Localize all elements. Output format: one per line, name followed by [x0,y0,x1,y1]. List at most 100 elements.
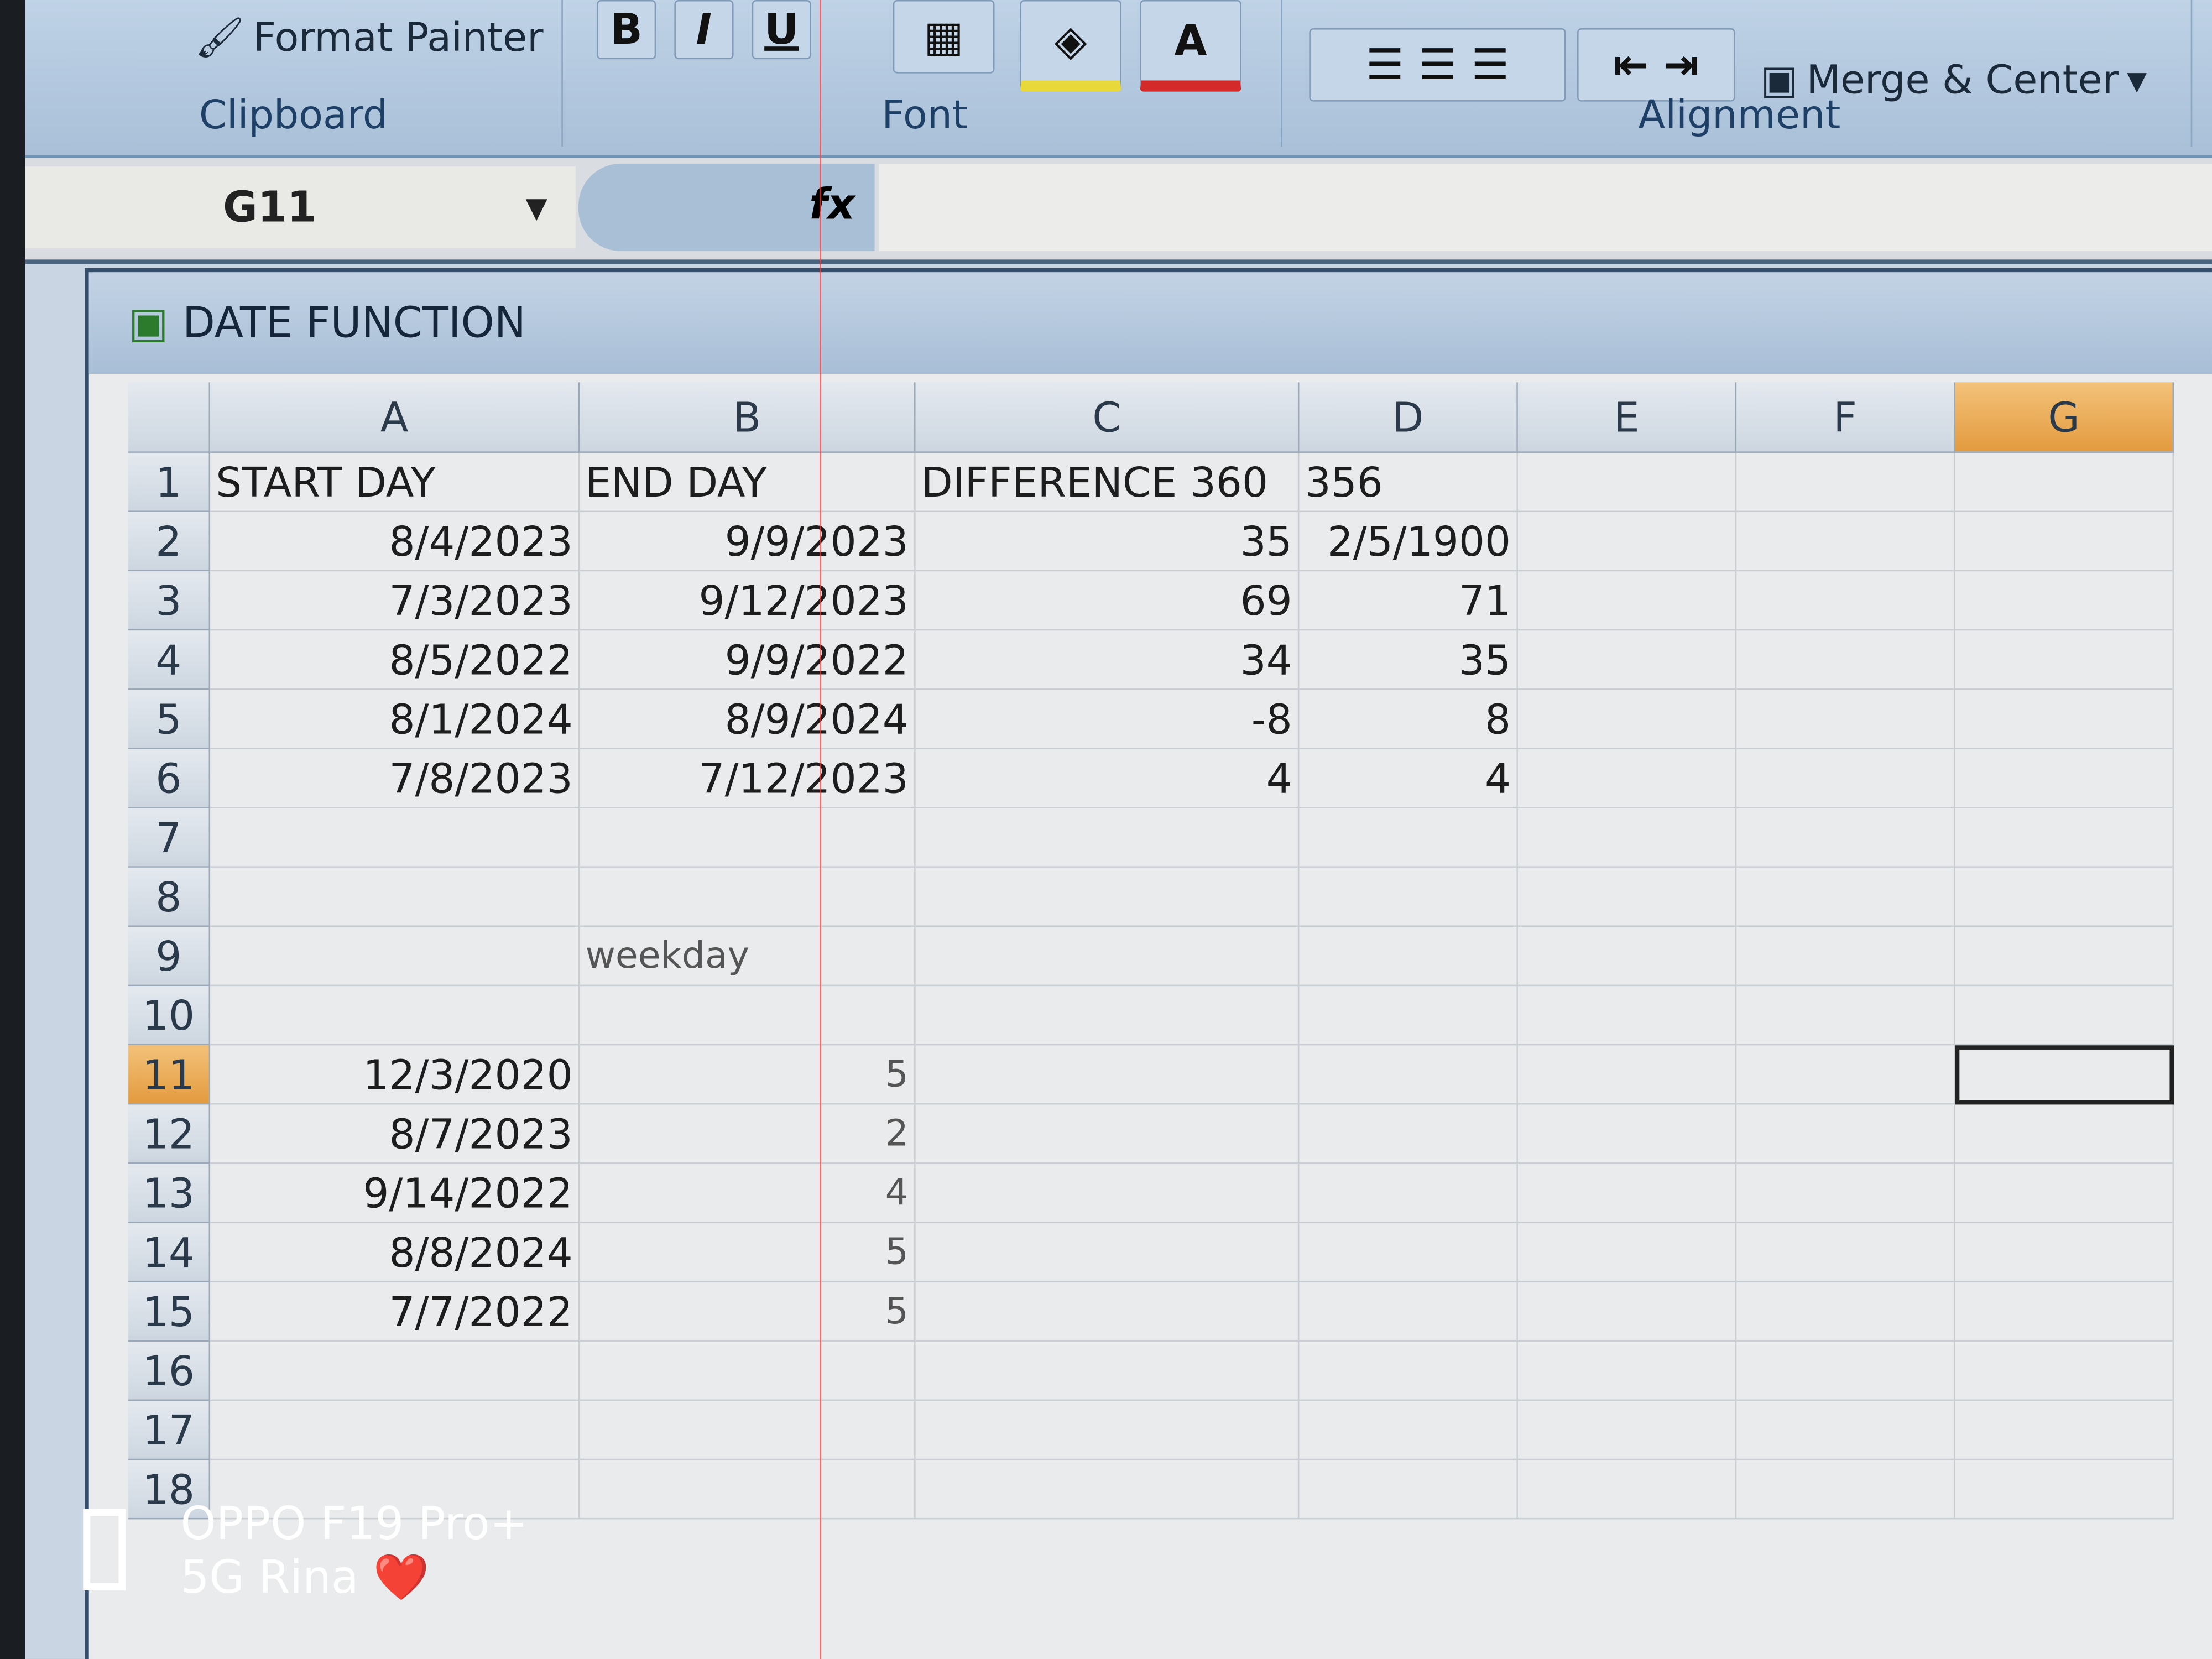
cell-c3[interactable]: 69 [915,571,1300,631]
column-header-g[interactable]: G [1955,382,2174,453]
row-header-8[interactable]: 8 [128,867,211,927]
cell-g2[interactable] [1955,512,2174,572]
cell-d14[interactable] [1299,1223,1518,1282]
cell-g9[interactable] [1955,927,2174,987]
fx-button[interactable]: fx [578,163,875,252]
cell-a7[interactable] [210,808,580,868]
cell-e1[interactable] [1517,452,1737,513]
cell-a4[interactable]: 8/5/2022 [210,630,580,690]
cell-f16[interactable] [1736,1342,1955,1401]
cell-f1[interactable] [1736,452,1955,513]
column-header-e[interactable]: E [1517,382,1737,453]
select-all-button[interactable] [128,382,211,453]
column-header-f[interactable]: F [1736,382,1955,453]
formula-input[interactable] [879,163,2212,252]
row-header-1[interactable]: 1 [128,452,211,513]
cell-c12[interactable] [915,1104,1300,1164]
cell-f14[interactable] [1736,1223,1955,1282]
cell-c11[interactable] [915,1045,1300,1105]
row-header-5[interactable]: 5 [128,690,211,749]
cell-g12[interactable] [1955,1104,2174,1164]
cell-e16[interactable] [1517,1342,1737,1401]
cell-c1[interactable]: DIFFERENCE 360 [915,452,1300,513]
cell-d13[interactable] [1299,1164,1518,1223]
cell-d16[interactable] [1299,1342,1518,1401]
cell-e14[interactable] [1517,1223,1737,1282]
cell-b10[interactable] [580,986,916,1046]
cell-e12[interactable] [1517,1104,1737,1164]
cell-a14[interactable]: 8/8/2024 [210,1223,580,1282]
cell-b11[interactable]: 5 [580,1045,916,1105]
cell-b17[interactable] [580,1401,916,1460]
cell-g17[interactable] [1955,1401,2174,1460]
cell-d11[interactable] [1299,1045,1518,1105]
cell-b18[interactable] [580,1460,916,1520]
cell-b2[interactable]: 9/9/2023 [580,512,916,572]
cell-b15[interactable]: 5 [580,1282,916,1342]
cell-d9[interactable] [1299,927,1518,987]
cell-g1[interactable] [1955,452,2174,513]
cell-f18[interactable] [1736,1460,1955,1520]
cell-a3[interactable]: 7/3/2023 [210,571,580,631]
row-header-2[interactable]: 2 [128,512,211,572]
cell-e3[interactable] [1517,571,1737,631]
cell-c14[interactable] [915,1223,1300,1282]
cell-e17[interactable] [1517,1401,1737,1460]
row-header-17[interactable]: 17 [128,1401,211,1460]
cell-a8[interactable] [210,867,580,927]
cell-e2[interactable] [1517,512,1737,572]
cell-f2[interactable] [1736,512,1955,572]
cell-c17[interactable] [915,1401,1300,1460]
cell-b5[interactable]: 8/9/2024 [580,690,916,749]
row-header-4[interactable]: 4 [128,630,211,690]
cell-g18[interactable] [1955,1460,2174,1520]
cell-g14[interactable] [1955,1223,2174,1282]
cell-f4[interactable] [1736,630,1955,690]
cell-d12[interactable] [1299,1104,1518,1164]
cell-a16[interactable] [210,1342,580,1401]
cell-g7[interactable] [1955,808,2174,868]
cell-c18[interactable] [915,1460,1300,1520]
cell-a18[interactable] [210,1460,580,1520]
cell-d3[interactable]: 71 [1299,571,1518,631]
cell-f15[interactable] [1736,1282,1955,1342]
indent-buttons[interactable]: ⇤ ⇥ [1577,28,1735,102]
cell-f17[interactable] [1736,1401,1955,1460]
row-header-18[interactable]: 18 [128,1460,211,1520]
cell-d17[interactable] [1299,1401,1518,1460]
cell-d4[interactable]: 35 [1299,630,1518,690]
cell-b14[interactable]: 5 [580,1223,916,1282]
cell-g15[interactable] [1955,1282,2174,1342]
column-header-d[interactable]: D [1299,382,1518,453]
cell-a12[interactable]: 8/7/2023 [210,1104,580,1164]
row-header-3[interactable]: 3 [128,571,211,631]
row-header-11[interactable]: 11 [128,1045,211,1105]
cell-b1[interactable]: END DAY [580,452,916,513]
cell-c2[interactable]: 35 [915,512,1300,572]
cell-b8[interactable] [580,867,916,927]
column-header-b[interactable]: B [580,382,916,453]
fill-color-button[interactable]: ◈ [1020,0,1122,92]
cell-e18[interactable] [1517,1460,1737,1520]
cell-f3[interactable] [1736,571,1955,631]
cell-c6[interactable]: 4 [915,749,1300,808]
cell-d6[interactable]: 4 [1299,749,1518,808]
cell-d10[interactable] [1299,986,1518,1046]
cell-e11[interactable] [1517,1045,1737,1105]
cell-f8[interactable] [1736,867,1955,927]
cell-d15[interactable] [1299,1282,1518,1342]
bold-button[interactable]: B [597,0,656,60]
cell-a15[interactable]: 7/7/2022 [210,1282,580,1342]
cell-g16[interactable] [1955,1342,2174,1401]
cell-f10[interactable] [1736,986,1955,1046]
cell-c10[interactable] [915,986,1300,1046]
cell-b6[interactable]: 7/12/2023 [580,749,916,808]
cell-b16[interactable] [580,1342,916,1401]
merge-center-button[interactable]: ▣ Merge & Center ▾ [1760,56,2147,103]
underline-button[interactable]: U [752,0,811,60]
font-color-button[interactable]: A [1140,0,1241,92]
row-header-7[interactable]: 7 [128,808,211,868]
cell-g8[interactable] [1955,867,2174,927]
cell-c4[interactable]: 34 [915,630,1300,690]
cell-f7[interactable] [1736,808,1955,868]
